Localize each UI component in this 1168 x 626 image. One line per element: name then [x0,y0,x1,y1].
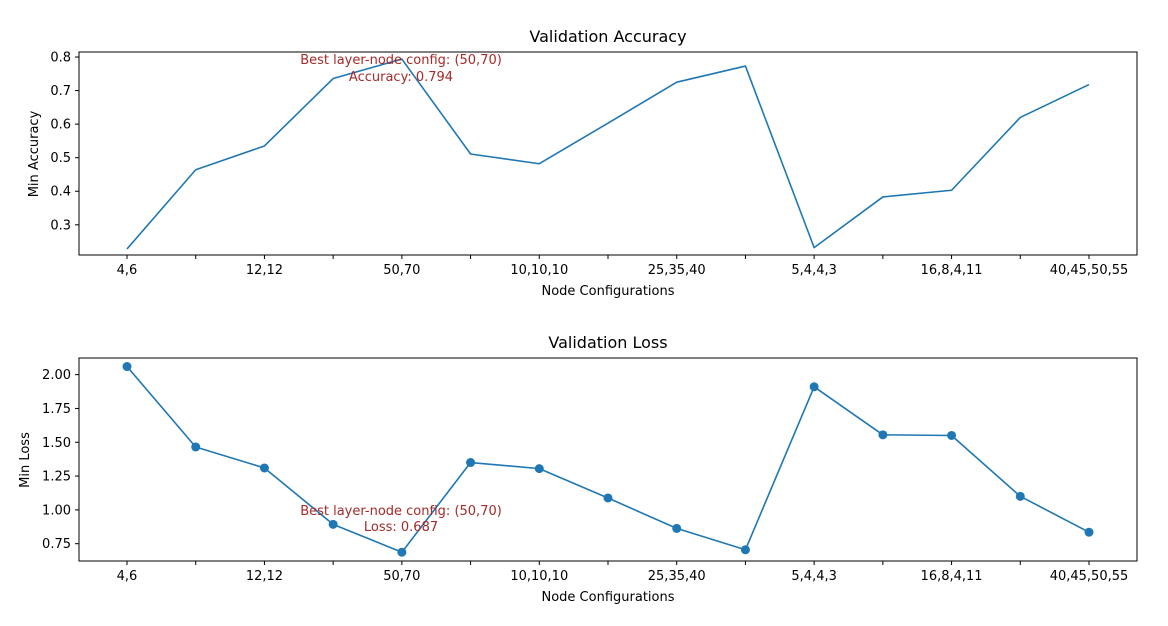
loss-y-axis-label: Min Loss [18,432,33,488]
loss-series [122,362,1094,557]
loss-x-tick-label: 16,8,4,11 [921,569,983,584]
loss-annotation-line2: Loss: 0.687 [364,520,438,535]
accuracy-x-tick-label: 50,70 [383,263,420,278]
loss-data-point [122,362,132,372]
loss-x-tick-label: 12,12 [246,569,283,584]
loss-x-tick-label: 40,45,50,55 [1050,569,1129,584]
accuracy-series-line [126,58,1090,250]
accuracy-series [126,58,1090,250]
loss-data-point [1084,527,1094,537]
accuracy-y-tick-label: 0.6 [50,118,71,133]
loss-y-tick-label: 1.75 [42,402,71,417]
loss-x-tick-label: 10,10,10 [510,569,568,584]
loss-y-tick-label: 2.00 [42,368,71,383]
loss-data-point [1015,491,1025,501]
loss-data-point [603,493,613,503]
loss-x-tick-label: 50,70 [383,569,420,584]
accuracy-y-tick-label: 0.8 [50,51,71,66]
accuracy-x-tick-label: 5,4,4,3 [791,263,836,278]
loss-data-point [878,430,888,440]
loss-data-point [809,382,819,392]
loss-x-tick-label: 5,4,4,3 [791,569,836,584]
loss-data-point [947,430,957,440]
accuracy-x-tick-label: 25,35,40 [648,263,706,278]
loss-chart: Validation Loss 0.75 1.00 1.25 1.50 1.75 2.00… [18,333,1138,605]
loss-x-tick-label: 25,35,40 [648,569,706,584]
loss-x-axis-label: Node Configurations [542,590,675,605]
loss-annotation-line1: Best layer-node config: (50,70) [300,504,502,519]
accuracy-annotation-line2: Accuracy: 0.794 [349,70,453,85]
loss-data-point [740,545,750,555]
loss-data-point [328,519,338,529]
accuracy-y-tick-label: 0.4 [50,185,71,200]
accuracy-x-tick-label: 10,10,10 [510,263,568,278]
loss-data-point [191,442,201,452]
accuracy-annotation-line1: Best layer-node config: (50,70) [300,53,502,68]
accuracy-y-axis-label: Min Accuracy [27,110,42,197]
loss-x-tick-label: 4,6 [117,569,138,584]
loss-data-point [259,463,269,473]
loss-y-ticks: 0.75 1.00 1.25 1.50 1.75 2.00 [42,368,79,552]
accuracy-chart-title: Validation Accuracy [529,27,686,46]
loss-y-tick-label: 1.25 [42,470,71,485]
loss-data-point [466,458,476,468]
accuracy-x-tick-label: 40,45,50,55 [1050,263,1129,278]
accuracy-x-axis-label: Node Configurations [542,284,675,299]
loss-data-point [672,523,682,533]
loss-data-point [534,464,544,474]
accuracy-x-tick-label: 4,6 [117,263,138,278]
accuracy-x-ticks: 4,6 12,12 50,70 10,10,10 25,35,40 5,4,4,3 16,8… [117,255,1129,278]
accuracy-chart: Validation Accuracy 0.3 0.4 0.5 0.6 0.7 0.8 4… [27,27,1138,299]
loss-y-tick-label: 0.75 [42,537,71,552]
loss-y-tick-label: 1.50 [42,436,71,451]
loss-data-point [397,547,407,557]
accuracy-y-tick-label: 0.5 [50,151,71,166]
loss-x-ticks: 4,6 12,12 50,70 10,10,10 25,35,40 5,4,4,3 16,8… [117,561,1129,584]
accuracy-x-tick-label: 12,12 [246,263,283,278]
loss-y-tick-label: 1.00 [42,503,71,518]
accuracy-x-tick-label: 16,8,4,11 [921,263,983,278]
accuracy-y-tick-label: 0.3 [50,218,71,233]
loss-chart-title: Validation Loss [548,333,667,352]
accuracy-y-ticks: 0.3 0.4 0.5 0.6 0.7 0.8 [50,51,79,233]
accuracy-y-tick-label: 0.7 [50,84,71,99]
